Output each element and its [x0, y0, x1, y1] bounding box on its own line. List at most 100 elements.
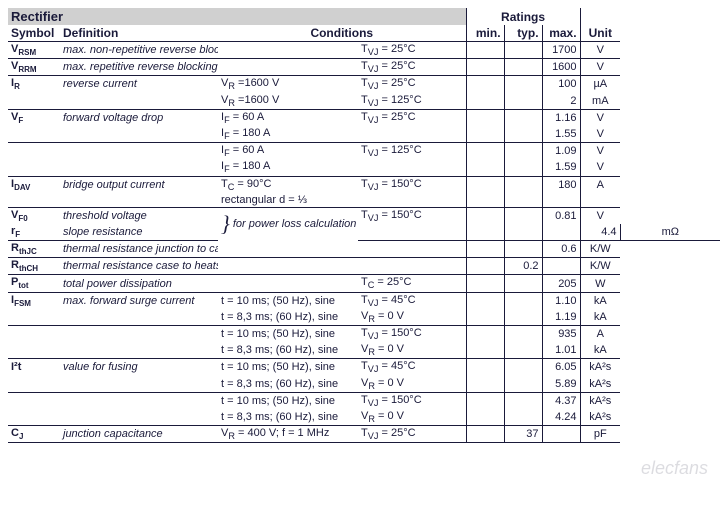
- symbol-cell: VF0: [8, 207, 60, 224]
- table-row: RthJCthermal resistance junction to case…: [8, 241, 720, 258]
- typ-cell: [504, 59, 542, 76]
- min-cell: [504, 224, 542, 241]
- definition-cell: total power dissipation: [60, 275, 218, 292]
- table-row: VF0threshold voltage} for power loss cal…: [8, 207, 720, 224]
- table-row: t = 10 ms; (50 Hz), sineTVJ = 150°C935A: [8, 326, 720, 343]
- typ-cell: [504, 376, 542, 393]
- unit-cell: mΩ: [620, 224, 720, 241]
- symbol-cell: I²t: [8, 359, 60, 376]
- unit-cell: V: [580, 109, 620, 126]
- table-row: VR =1600 VTVJ = 125°C2mA: [8, 93, 720, 110]
- unit-cell: V: [580, 143, 620, 160]
- typ-cell: [504, 409, 542, 426]
- min-cell: [466, 76, 504, 93]
- unit-cell: kA²s: [580, 392, 620, 409]
- unit-cell: kA²s: [580, 409, 620, 426]
- max-cell: 180: [542, 176, 580, 193]
- typ-cell: [504, 109, 542, 126]
- table-row: t = 8,3 ms; (60 Hz), sineVR = 0 V1.01kA: [8, 342, 720, 359]
- table-row: rectangular d = ⅓: [8, 193, 720, 208]
- definition-cell: [60, 143, 218, 160]
- typ-cell: 37: [504, 426, 542, 443]
- condition2-cell: TVJ = 45°C: [358, 359, 466, 376]
- definition-cell: thermal resistance junction to case: [60, 241, 218, 258]
- ratings-title: Ratings: [466, 8, 580, 25]
- max-cell: 1700: [542, 42, 580, 59]
- typ-cell: [504, 275, 542, 292]
- min-cell: [466, 326, 504, 343]
- typ-cell: [504, 292, 542, 309]
- condition2-cell: [358, 159, 466, 176]
- max-cell: 205: [542, 275, 580, 292]
- column-headers-row: Symbol Definition Conditions min. typ. m…: [8, 25, 720, 42]
- min-cell: [466, 109, 504, 126]
- unit-cell: K/W: [580, 241, 620, 258]
- max-cell: 1.59: [542, 159, 580, 176]
- symbol-cell: RthJC: [8, 241, 60, 258]
- unit-cell: µA: [580, 76, 620, 93]
- condition2-cell: TC = 25°C: [358, 275, 466, 292]
- typ-cell: [504, 76, 542, 93]
- definition-cell: [60, 126, 218, 143]
- header-typ: typ.: [504, 25, 542, 42]
- min-cell: [466, 59, 504, 76]
- condition2-cell: VR = 0 V: [358, 342, 466, 359]
- max-cell: 1.09: [542, 143, 580, 160]
- definition-cell: [60, 159, 218, 176]
- condition2-cell: VR = 0 V: [358, 376, 466, 393]
- min-cell: [466, 207, 504, 224]
- unit-cell: kA: [580, 292, 620, 309]
- unit-cell: W: [580, 275, 620, 292]
- min-cell: [466, 426, 504, 443]
- condition1-cell: IF = 180 A: [218, 159, 358, 176]
- min-cell: [466, 159, 504, 176]
- table-row: IDAVbridge output currentTC = 90°CTVJ = …: [8, 176, 720, 193]
- table-row: t = 10 ms; (50 Hz), sineTVJ = 150°C4.37k…: [8, 392, 720, 409]
- condition2-cell: TVJ = 25°C: [358, 76, 466, 93]
- condition1-cell: IF = 60 A: [218, 109, 358, 126]
- symbol-cell: [8, 143, 60, 160]
- definition-cell: [60, 309, 218, 326]
- condition2-cell: TVJ = 25°C: [358, 109, 466, 126]
- unit-cell: V: [580, 59, 620, 76]
- min-cell: [466, 143, 504, 160]
- condition2-cell: TVJ = 45°C: [358, 292, 466, 309]
- symbol-cell: [8, 392, 60, 409]
- condition1-cell: t = 8,3 ms; (60 Hz), sine: [218, 376, 358, 393]
- condition2-cell: [358, 193, 466, 208]
- condition2-cell: TVJ = 25°C: [358, 426, 466, 443]
- min-cell: [466, 342, 504, 359]
- table-row: I²tvalue for fusingt = 10 ms; (50 Hz), s…: [8, 359, 720, 376]
- max-cell: 1.55: [542, 126, 580, 143]
- definition-cell: junction capacitance: [60, 426, 218, 443]
- min-cell: [466, 241, 504, 258]
- definition-cell: value for fusing: [60, 359, 218, 376]
- typ-cell: [504, 241, 542, 258]
- table-row: IF = 60 ATVJ = 125°C1.09V: [8, 143, 720, 160]
- definition-cell: max. forward surge current: [60, 292, 218, 309]
- table-row: CJjunction capacitanceVR = 400 V; f = 1 …: [8, 426, 720, 443]
- definition-cell: [60, 409, 218, 426]
- unit-cell: V: [580, 207, 620, 224]
- condition1-cell: [358, 224, 466, 241]
- table-row: Ptottotal power dissipationTC = 25°C205W: [8, 275, 720, 292]
- typ-cell: [504, 309, 542, 326]
- symbol-cell: VRSM: [8, 42, 60, 59]
- condition2-cell: VR = 0 V: [358, 409, 466, 426]
- unit-cell: A: [580, 176, 620, 193]
- header-definition: Definition: [60, 25, 218, 42]
- definition-cell: forward voltage drop: [60, 109, 218, 126]
- definition-cell: [60, 392, 218, 409]
- condition2-cell: TVJ = 25°C: [358, 59, 466, 76]
- symbol-cell: [8, 326, 60, 343]
- symbol-cell: [8, 342, 60, 359]
- max-cell: 1600: [542, 59, 580, 76]
- definition-cell: threshold voltage: [60, 207, 218, 224]
- condition2-cell: VR = 0 V: [358, 309, 466, 326]
- min-cell: [466, 359, 504, 376]
- max-cell: 5.89: [542, 376, 580, 393]
- min-cell: [466, 409, 504, 426]
- symbol-cell: VF: [8, 109, 60, 126]
- symbol-cell: [8, 126, 60, 143]
- header-unit: Unit: [580, 25, 620, 42]
